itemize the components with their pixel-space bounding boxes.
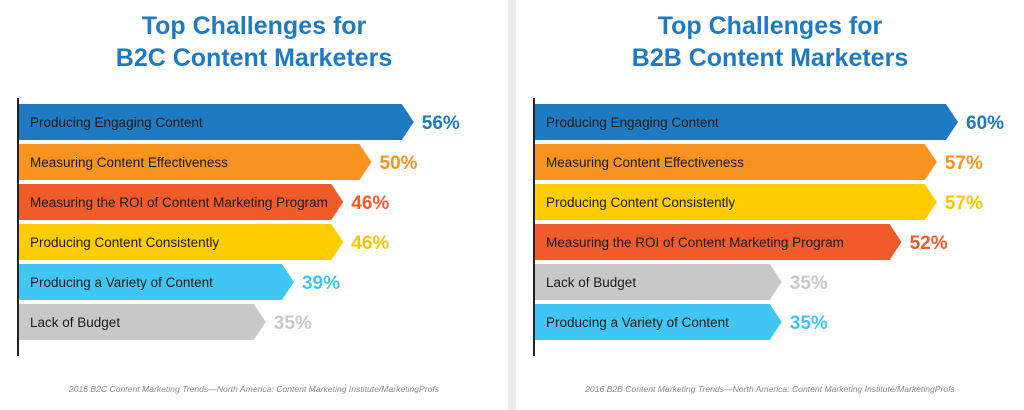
bar-value-label: 50% bbox=[380, 153, 418, 174]
bar bbox=[535, 224, 902, 260]
bar-value-label: 46% bbox=[351, 233, 389, 254]
bar bbox=[19, 304, 266, 340]
chart-title-line-2: B2C Content Marketers bbox=[115, 44, 393, 72]
bar bbox=[19, 264, 294, 300]
bar-group: Producing a Variety of Content 35% bbox=[535, 304, 828, 340]
bar-category-label: Producing a Variety of Content bbox=[30, 275, 213, 290]
bar bbox=[19, 184, 344, 220]
bar-value-label: 60% bbox=[966, 113, 1004, 134]
bar-group: Measuring the ROI of Content Marketing P… bbox=[19, 184, 389, 220]
y-axis-line bbox=[17, 98, 19, 356]
bar-value-label: 46% bbox=[351, 193, 389, 214]
bar-value-label: 35% bbox=[790, 313, 828, 334]
bar-value-label: 56% bbox=[422, 113, 460, 134]
b2c-chart-panel: Top Challenges for B2C Content Marketers… bbox=[0, 0, 508, 410]
bar bbox=[535, 144, 937, 180]
bar-category-label: Producing Content Consistently bbox=[30, 235, 219, 250]
bar bbox=[19, 104, 414, 140]
bar-area: Producing Engaging Content 60% Measuring C… bbox=[535, 104, 1015, 344]
bar-group: Producing a Variety of Content 39% bbox=[19, 264, 340, 300]
bar bbox=[535, 264, 782, 300]
bar-group: Producing Engaging Content 60% bbox=[535, 104, 1004, 140]
bar-group: Measuring the ROI of Content Marketing P… bbox=[535, 224, 948, 260]
chart-title: Top Challenges for B2C Content Marketers bbox=[0, 10, 508, 74]
bar-value-label: 52% bbox=[910, 233, 948, 254]
source-note: 2016 B2C Content Marketing Trends—North … bbox=[68, 384, 440, 394]
bar-category-label: Producing Engaging Content bbox=[546, 115, 719, 130]
bar-chart-svg: Producing Engaging Content 56%Measuring C… bbox=[19, 104, 460, 340]
bar-category-label: Measuring the ROI of Content Marketing P… bbox=[546, 235, 844, 250]
y-axis-line bbox=[533, 98, 535, 356]
b2b-chart-panel: Top Challenges for B2B Content Marketers… bbox=[516, 0, 1024, 410]
chart-title-line-1: Top Challenges for bbox=[657, 12, 883, 40]
bar-group: Producing Content Consistently 46% bbox=[19, 224, 389, 260]
bar-group: Lack of Budget 35% bbox=[19, 304, 312, 340]
chart-title-line-2: B2B Content Marketers bbox=[631, 44, 909, 72]
bar-group: Measuring Content Effectiveness 50% bbox=[19, 144, 418, 180]
bar-category-label: Producing Content Consistently bbox=[546, 195, 735, 210]
bar bbox=[19, 144, 372, 180]
bar-value-label: 35% bbox=[274, 313, 312, 334]
source-note: 2016 B2B Content Marketing Trends—North … bbox=[585, 384, 955, 394]
bar-value-label: 39% bbox=[302, 273, 340, 294]
bar bbox=[535, 104, 958, 140]
bar bbox=[535, 184, 937, 220]
chart-title-line-1: Top Challenges for bbox=[141, 12, 367, 40]
bar-value-label: 57% bbox=[945, 193, 983, 214]
bar bbox=[535, 304, 782, 340]
bar-group: Lack of Budget 35% bbox=[535, 264, 828, 300]
bar-chart-svg: Producing Engaging Content 60% Measuring C… bbox=[535, 104, 1004, 340]
bar-value-label: 57% bbox=[945, 153, 983, 174]
bar-category-label: Measuring Content Effectiveness bbox=[30, 155, 228, 170]
bar-category-label: Measuring the ROI of Content Marketing P… bbox=[30, 195, 328, 210]
bar-group: Producing Content Consistently 57% bbox=[535, 184, 983, 220]
bar-category-label: Producing Engaging Content bbox=[30, 115, 203, 130]
bar-category-label: Lack of Budget bbox=[546, 275, 636, 290]
chart-title: Top Challenges for B2B Content Marketers bbox=[516, 10, 1024, 74]
bar-group: Producing Engaging Content 56% bbox=[19, 104, 460, 140]
bar bbox=[19, 224, 344, 260]
bar-value-label: 35% bbox=[790, 273, 828, 294]
bar-category-label: Producing a Variety of Content bbox=[546, 315, 729, 330]
bar-category-label: Lack of Budget bbox=[30, 315, 120, 330]
bar-category-label: Measuring Content Effectiveness bbox=[546, 155, 744, 170]
bar-group: Measuring Content Effectiveness 57% bbox=[535, 144, 983, 180]
bar-area: Producing Engaging Content 56% Measuring C… bbox=[19, 104, 499, 344]
